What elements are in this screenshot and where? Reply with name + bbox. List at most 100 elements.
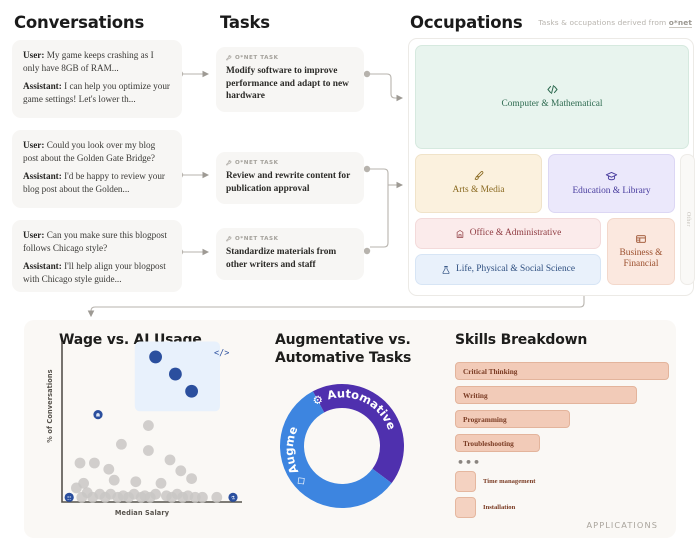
skill-label: Writing — [463, 390, 488, 400]
skill-bar[interactable]: Writing — [455, 386, 637, 404]
flask-icon: ⚗ — [231, 495, 236, 501]
skill-bar[interactable]: Troubleshooting — [455, 434, 540, 452]
occupation-arts-media[interactable]: Arts & Media — [415, 154, 542, 213]
occupation-computer-mathematical[interactable]: Computer & Mathematical — [415, 45, 689, 149]
skills-breakdown-chart: Critical Thinking Writing Programming Tr… — [455, 362, 675, 523]
scatter-point — [164, 454, 176, 466]
assistant-message: I'd be happy to review your blog post ab… — [23, 171, 165, 195]
flask-icon — [442, 265, 450, 274]
assistant-label: Assistant: — [23, 171, 62, 182]
scatter-point — [211, 491, 223, 503]
skill-bar[interactable]: Programming — [455, 410, 570, 428]
skill-bar[interactable]: Critical Thinking — [455, 362, 669, 380]
scatter-point — [175, 465, 187, 477]
occupation-education-library[interactable]: Education & Library — [548, 154, 675, 213]
scatter-chart: </> ☗ ☷ ⚗ % of Conversations Median Salary — [36, 324, 248, 524]
user-message: Can you make sure this blogpost follows … — [23, 230, 167, 253]
scatter-point — [76, 491, 88, 503]
scatter-point — [87, 491, 98, 503]
skill-label: Programming — [463, 414, 507, 424]
scatter-point-highlighted — [149, 350, 162, 364]
user-label: User: — [23, 140, 45, 150]
task-kicker: O*NET TASK — [226, 160, 354, 166]
donut-chart-svg: ⚙ Automative ◇ Augmentative — [268, 365, 404, 508]
scatter-point-flask-icon — [228, 492, 238, 502]
assistant-label: Assistant: — [23, 261, 62, 272]
wrench-icon — [226, 236, 232, 242]
scatter-y-axis-label: % of Conversations — [46, 369, 54, 443]
column-title-tasks: Tasks — [220, 13, 270, 32]
task-kicker-label: O*NET TASK — [235, 55, 279, 61]
occupation-other[interactable]: Other — [680, 154, 695, 285]
occupation-office-administrative[interactable]: Office & Administrative — [415, 218, 601, 249]
scatter-point — [177, 491, 189, 503]
conversation-card[interactable]: User: Could you look over my blog post a… — [12, 130, 182, 208]
chart-title-augmentative-vs-automative: Augmentative vs. Automative Tasks — [275, 332, 412, 366]
building-icon: ☷ — [67, 495, 72, 501]
chart-title-skills-breakdown: Skills Breakdown — [455, 332, 588, 348]
assistant-message: I can help you optimize your game settin… — [23, 81, 170, 105]
scatter-point — [135, 491, 147, 503]
task-card[interactable]: O*NET TASK Review and rewrite content fo… — [216, 152, 364, 204]
skill-label: Installation — [483, 504, 516, 511]
user-label: User: — [23, 230, 45, 240]
applications-footer-label: APPLICATIONS — [586, 520, 658, 530]
scatter-point-building-icon — [64, 492, 74, 502]
conversation-card[interactable]: User: My game keeps crashing as I only h… — [12, 40, 182, 118]
graduation-cap-icon: ☗ — [96, 413, 101, 419]
wrench-icon — [226, 55, 232, 61]
donut-slice-automative[interactable] — [312, 384, 404, 484]
occupation-label: Education & Library — [572, 185, 651, 196]
occupation-life-physical-social-science[interactable]: Life, Physical & Social Science — [415, 254, 601, 285]
scatter-point — [74, 457, 86, 469]
skill-label: Time management — [483, 478, 536, 485]
skill-row-small[interactable]: Time management — [455, 471, 675, 492]
occupation-label: Business & Financial — [619, 247, 663, 269]
task-card[interactable]: O*NET TASK Standardize materials from ot… — [216, 228, 364, 280]
skill-bar — [455, 471, 476, 492]
occupation-label: Life, Physical & Social Science — [456, 263, 575, 274]
user-message: My game keeps crashing as I only have 8G… — [23, 50, 154, 73]
scatter-point — [130, 476, 142, 488]
scatter-point — [186, 473, 198, 484]
task-kicker: O*NET TASK — [226, 236, 354, 242]
occupation-business-financial[interactable]: Business & Financial — [607, 218, 675, 285]
column-title-conversations: Conversations — [14, 13, 145, 32]
scatter-point — [189, 491, 201, 503]
scatter-point — [89, 457, 100, 469]
scatter-point — [103, 463, 115, 475]
donut-slice-augmentative[interactable] — [279, 391, 392, 508]
user-label: User: — [23, 50, 45, 60]
onet-brand-logo: o*net — [668, 18, 692, 28]
task-card[interactable]: O*NET TASK Modify software to improve pe… — [216, 47, 364, 112]
assistant-label: Assistant: — [23, 81, 62, 92]
paintbrush-icon — [474, 171, 483, 181]
scatter-point — [166, 491, 178, 503]
scatter-point — [112, 491, 124, 503]
task-kicker-label: O*NET TASK — [235, 160, 279, 166]
scatter-point — [116, 438, 127, 450]
skill-row-small[interactable]: Installation — [455, 497, 675, 518]
onet-attribution: Tasks & occupations derived from o*net — [538, 18, 692, 28]
onet-attribution-text: Tasks & occupations derived from — [538, 18, 667, 27]
task-kicker: O*NET TASK — [226, 55, 354, 61]
scatter-point — [155, 477, 167, 489]
scatter-point — [143, 445, 154, 456]
scatter-point — [108, 474, 120, 486]
table-icon — [636, 234, 646, 243]
scatter-point — [143, 420, 154, 431]
occupation-label: Computer & Mathematical — [501, 99, 603, 110]
column-title-occupations: Occupations — [410, 13, 523, 32]
task-text: Review and rewrite content for publicati… — [226, 171, 351, 194]
scatter-point-highlighted — [169, 367, 182, 381]
building-icon — [456, 229, 463, 238]
task-text: Standardize materials from other writers… — [226, 247, 337, 270]
occupations-panel: Computer & Mathematical Arts & Media Edu… — [408, 38, 695, 296]
user-message: Could you look over my blog post about t… — [23, 140, 156, 163]
conversation-card[interactable]: User: Can you make sure this blogpost fo… — [12, 220, 182, 292]
skill-bar — [455, 497, 476, 518]
task-kicker-label: O*NET TASK — [235, 236, 279, 242]
scatter-point — [78, 477, 89, 489]
occupation-label: Other — [684, 212, 691, 227]
